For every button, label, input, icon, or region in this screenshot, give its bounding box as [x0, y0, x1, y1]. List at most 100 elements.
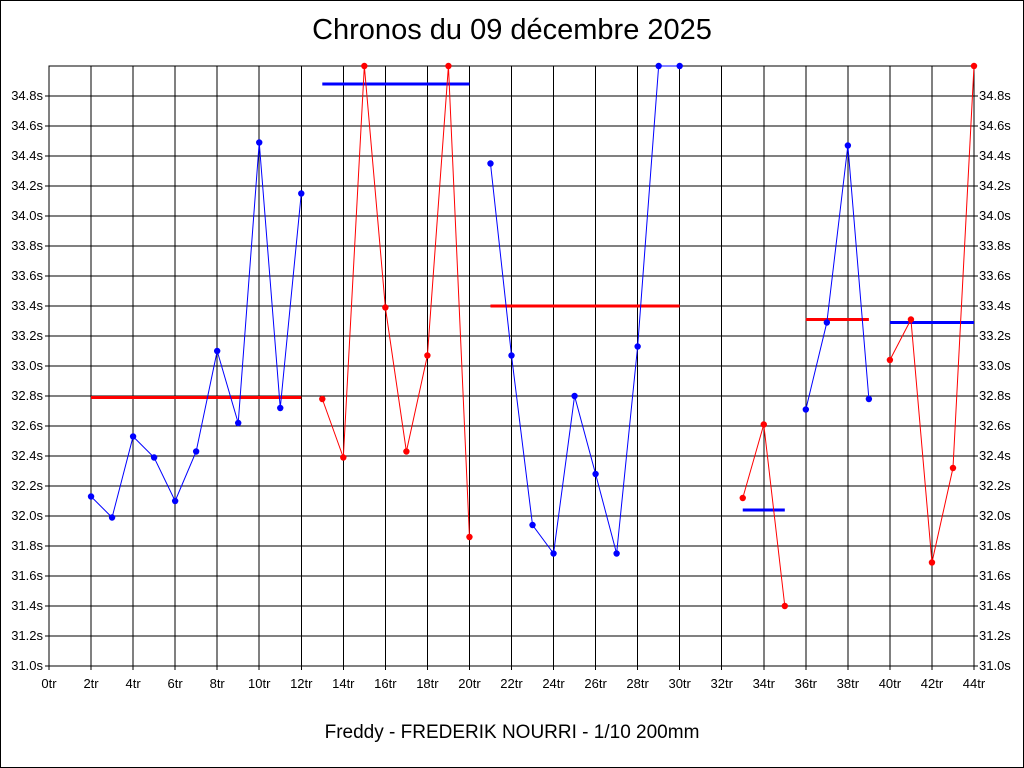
data-point [907, 316, 915, 323]
x-tick-label: 30tr [668, 676, 691, 691]
y-tick-labels-left: 31.0s 31.2s 31.4s 31.6s 31.8s 32.0s 32.2s 32.4s… [11, 88, 43, 673]
data-point [108, 514, 116, 521]
data-point [634, 343, 641, 350]
y-tick-label: 34.8s [979, 88, 1011, 103]
x-tick-label: 22tr [500, 676, 523, 691]
data-point [340, 454, 347, 461]
x-tick-label: 26tr [584, 676, 607, 691]
y-tick-label: 33.2s [11, 328, 43, 343]
y-tick-label: 33.4s [979, 298, 1011, 313]
y-tick-label: 31.2s [11, 628, 43, 643]
y-tick-label: 32.8s [11, 388, 43, 403]
x-tick-label: 44tr [963, 676, 986, 691]
data-point [550, 550, 557, 557]
x-tick-label: 34tr [753, 676, 776, 691]
data-point [277, 404, 284, 412]
y-tick-label: 32.0s [979, 508, 1011, 523]
data-point [928, 559, 936, 566]
y-tick-label: 32.0s [11, 508, 43, 523]
y-tick-label: 34.4s [11, 148, 43, 163]
y-tick-label: 31.0s [11, 658, 43, 673]
data-point [256, 139, 263, 146]
data-point [424, 352, 431, 359]
x-tick-label: 12tr [290, 676, 313, 691]
x-tick-labels: 0tr 2tr 4tr 6tr 8tr 10tr 12tr 14tr 16tr 18tr 20tr 2… [41, 676, 985, 691]
y-tick-label: 31.0s [979, 658, 1011, 673]
data-point [613, 550, 620, 557]
y-tick-label: 32.4s [979, 448, 1011, 463]
data-point [298, 190, 305, 197]
y-tick-label: 34.2s [979, 178, 1011, 193]
x-tick-label: 18tr [416, 676, 439, 691]
x-tick-label: 36tr [795, 676, 818, 691]
data-point [319, 395, 326, 403]
chart-footer: Freddy - FREDERIK NOURRI - 1/10 200mm [324, 722, 700, 743]
y-tick-label: 33.8s [11, 238, 43, 253]
x-tick-label: 24tr [542, 676, 565, 691]
data-point [171, 497, 179, 505]
y-tick-label: 34.8s [11, 88, 43, 103]
y-tick-label: 34.6s [11, 118, 43, 133]
data-point [949, 464, 957, 472]
data-point [382, 304, 389, 311]
x-tick-label: 14tr [332, 676, 355, 691]
data-point [361, 62, 368, 70]
data-points [87, 62, 978, 610]
y-tick-label: 34.4s [979, 148, 1011, 163]
y-tick-label: 32.4s [11, 448, 43, 463]
data-point [150, 454, 158, 461]
x-tick-label: 20tr [458, 676, 481, 691]
data-point [213, 347, 221, 355]
data-point [87, 493, 95, 500]
average-lines [91, 82, 974, 512]
y-tick-label: 32.6s [979, 418, 1011, 433]
data-point [192, 448, 200, 455]
x-tick-label: 42tr [921, 676, 944, 691]
data-point [508, 352, 515, 359]
data-point [802, 406, 810, 413]
x-tick-label: 40tr [879, 676, 902, 691]
data-point [529, 521, 536, 529]
x-tick-label: 8tr [210, 676, 226, 691]
y-tick-label: 33.4s [11, 298, 43, 313]
y-tick-label: 33.0s [11, 358, 43, 373]
y-tick-label: 31.2s [979, 628, 1011, 643]
data-point [445, 62, 452, 70]
y-tick-labels-right: 31.0s 31.2s 31.4s 31.6s 31.8s 32.0s 32.2s 32.4s… [979, 88, 1011, 673]
y-tick-label: 34.2s [11, 178, 43, 193]
y-tick-label: 34.0s [979, 208, 1011, 223]
data-point [739, 494, 746, 502]
data-point [487, 160, 494, 167]
y-tick-label: 31.8s [11, 538, 43, 553]
data-point [571, 392, 578, 400]
x-tick-label: 10tr [248, 676, 271, 691]
series-line [489, 65, 680, 555]
chart-title: Chronos du 09 décembre 2025 [312, 14, 712, 46]
x-tick-label: 2tr [83, 676, 99, 691]
data-point [760, 421, 767, 428]
y-tick-label: 31.8s [979, 538, 1011, 553]
data-point [823, 319, 831, 326]
series-line [805, 145, 870, 410]
series-line [90, 142, 302, 519]
data-point [466, 533, 473, 541]
y-tick-label: 32.2s [979, 478, 1011, 493]
data-point [403, 448, 410, 455]
data-point [235, 419, 242, 427]
y-tick-label: 31.6s [11, 568, 43, 583]
plot-border [48, 65, 975, 667]
data-point [781, 602, 788, 610]
data-point [844, 142, 852, 149]
data-point [886, 356, 894, 364]
y-tick-label: 31.4s [979, 598, 1011, 613]
data-point [592, 470, 599, 478]
x-tick-label: 38tr [837, 676, 860, 691]
y-tick-label: 31.4s [11, 598, 43, 613]
grid-lines [45, 65, 978, 670]
y-tick-label: 33.6s [979, 268, 1011, 283]
y-tick-label: 33.6s [11, 268, 43, 283]
data-point [865, 395, 873, 403]
y-tick-label: 34.0s [11, 208, 43, 223]
x-tick-label: 28tr [626, 676, 649, 691]
series-line [321, 65, 470, 538]
